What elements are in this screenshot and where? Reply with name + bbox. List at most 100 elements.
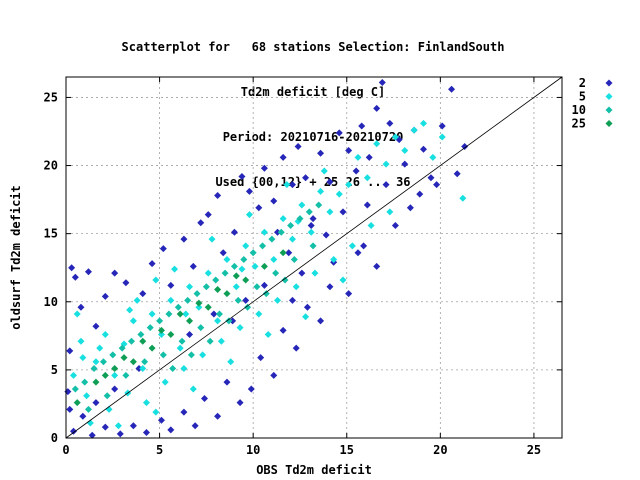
data-point-series-5: [186, 283, 194, 291]
data-point-series-25: [176, 310, 184, 318]
data-point-series-10: [215, 310, 223, 318]
data-point-series-2: [373, 262, 381, 270]
data-point-series-5: [232, 283, 240, 291]
data-point-series-10: [221, 269, 229, 277]
data-point-series-5: [373, 140, 381, 148]
data-point-series-5: [157, 330, 165, 338]
data-point-series-25: [101, 371, 109, 379]
data-point-series-2: [358, 122, 366, 130]
data-point-series-2: [401, 160, 409, 168]
data-point-series-5: [96, 344, 104, 352]
data-point-series-5: [255, 310, 263, 318]
data-point-series-2: [210, 310, 218, 318]
data-point-series-5: [167, 296, 175, 304]
data-point-series-5: [335, 190, 343, 198]
axis-ticks: 0 5 10 15 20 25 0 5 10 15 20 25: [44, 77, 562, 457]
data-point-series-2: [92, 399, 100, 407]
y-axis-title: oldsurf Td2m deficit: [9, 185, 23, 330]
data-point-series-10: [290, 256, 298, 264]
data-point-series-2: [345, 290, 353, 298]
data-point-series-10: [225, 317, 233, 325]
data-point-series-2: [139, 290, 147, 298]
data-point-series-10: [99, 358, 107, 366]
data-point-series-10: [230, 262, 238, 270]
data-point-series-5: [217, 337, 225, 345]
data-point-series-5: [317, 187, 325, 195]
data-point-series-5: [129, 317, 137, 325]
data-point-series-5: [245, 211, 253, 219]
data-point-series-2: [197, 219, 205, 227]
x-tick-label: 5: [156, 443, 163, 457]
x-tick-label: 10: [246, 443, 260, 457]
legend-marker-5: [605, 93, 613, 100]
data-point-series-2: [322, 231, 330, 239]
data-point-series-5: [227, 358, 235, 366]
data-point-series-25: [73, 399, 81, 407]
y-tick-label: 20: [44, 159, 58, 173]
data-point-series-5: [270, 256, 278, 264]
x-axis-title: OBS Td2m deficit: [256, 463, 372, 477]
data-point-series-5: [223, 256, 231, 264]
x-tick-label: 25: [527, 443, 541, 457]
data-point-series-5: [111, 371, 119, 379]
data-point-series-5: [330, 256, 338, 264]
data-point-series-2: [274, 228, 282, 236]
data-point-series-5: [302, 313, 310, 321]
data-point-series-10: [193, 290, 201, 298]
data-point-series-10: [281, 276, 289, 284]
data-point-series-5: [298, 201, 306, 209]
data-point-series-5: [189, 385, 197, 393]
data-point-series-10: [206, 337, 214, 345]
x-tick-label: 0: [62, 443, 69, 457]
data-point-series-5: [69, 371, 77, 379]
data-point-series-5: [401, 147, 409, 155]
data-point-series-5: [161, 378, 169, 386]
plot-area: [65, 76, 563, 439]
legend-marker-10: [605, 106, 613, 114]
data-point-series-10: [128, 337, 136, 345]
data-point-series-2: [101, 423, 109, 431]
data-point-series-25: [223, 290, 231, 298]
data-point-series-10: [315, 201, 323, 209]
data-point-series-2: [448, 85, 456, 93]
data-point-series-2: [298, 269, 306, 277]
data-point-series-25: [139, 337, 147, 345]
data-point-series-2: [223, 378, 231, 386]
chart-title: Scatterplot for 68 stations Selection: F…: [0, 10, 626, 205]
data-point-series-2: [66, 347, 74, 355]
y-tick-label: 25: [44, 90, 58, 104]
data-point-series-2: [373, 104, 381, 112]
legend-label-25: 25: [572, 117, 586, 131]
data-point-series-25: [120, 354, 128, 362]
data-point-series-10: [137, 330, 145, 338]
data-point-series-5: [195, 303, 203, 311]
data-point-series-5: [283, 181, 291, 189]
data-point-series-5: [288, 235, 296, 243]
data-point-series-2: [84, 268, 92, 276]
title-line-4: Used {00,12} + 25 26 ... 36: [215, 175, 411, 189]
data-point-series-5: [391, 133, 399, 141]
data-point-series-2: [288, 181, 296, 189]
data-point-series-5: [199, 351, 207, 359]
data-point-series-10: [165, 310, 173, 318]
data-point-series-2: [427, 174, 435, 182]
data-point-series-10: [277, 228, 285, 236]
data-point-series-10: [146, 324, 154, 332]
data-point-series-10: [90, 365, 98, 373]
data-point-series-5: [354, 153, 362, 161]
data-point-series-2: [461, 142, 469, 150]
data-point-series-5: [208, 235, 216, 243]
data-point-series-10: [81, 378, 89, 386]
data-point-series-5: [242, 242, 250, 250]
data-point-series-2: [245, 187, 253, 195]
data-point-series-25: [242, 276, 250, 284]
data-point-series-25: [195, 299, 203, 307]
data-point-series-2: [406, 204, 414, 212]
data-point-series-10: [103, 392, 111, 400]
data-point-series-2: [71, 273, 79, 281]
data-point-series-5: [429, 153, 437, 161]
data-point-series-2: [236, 399, 244, 407]
data-point-series-2: [189, 262, 197, 270]
data-point-series-2: [191, 422, 199, 430]
